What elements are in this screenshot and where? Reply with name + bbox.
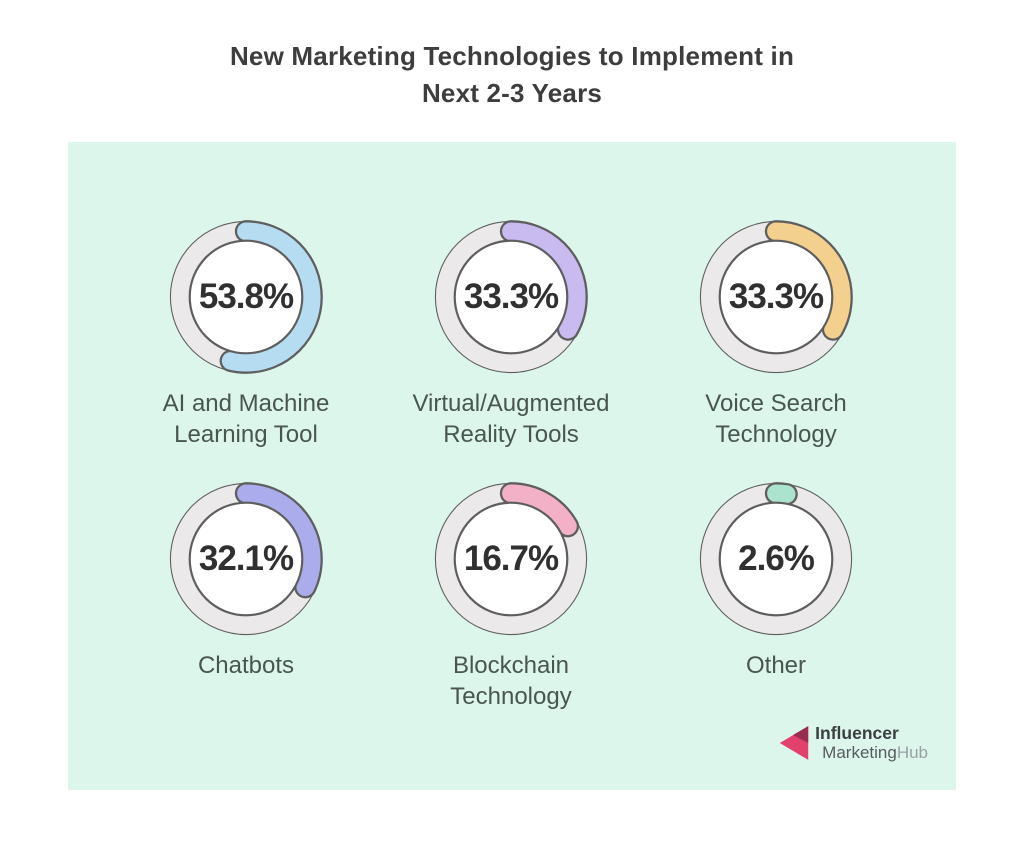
gauge-cell-vr-ar: 33.3% Virtual/Augmented Reality Tools xyxy=(391,218,631,450)
gauge-value: 33.3% xyxy=(728,277,824,316)
gauge-label: Chatbots xyxy=(197,652,295,679)
donut-ring-svg xyxy=(699,482,853,636)
donut-arc xyxy=(171,222,321,372)
donut-ring-svg xyxy=(699,220,853,374)
logo-arrow-fold xyxy=(793,726,809,743)
gauge-cell-blockchain: 16.7% Blockchain Technology xyxy=(391,480,631,712)
donut-arc xyxy=(701,484,851,634)
gauge-value: 33.3% xyxy=(463,277,559,316)
logo-arrow-icon xyxy=(779,726,809,760)
gauge-value: 2.6% xyxy=(738,539,815,578)
logo-marketing-text: Marketing xyxy=(822,743,897,762)
gauge-label: Virtual/Augmented Reality Tools xyxy=(412,390,610,448)
gauge-label: AI and Machine Learning Tool xyxy=(162,390,330,448)
influencer-marketinghub-logo: Influencer MarketingHub xyxy=(778,722,928,764)
donut-inner-circle xyxy=(453,239,569,355)
gauge-cell-ai-machine-learning: 53.8% AI and Machine Learning Tool xyxy=(126,218,366,450)
gauge-label: Blockchain Technology xyxy=(450,652,572,710)
donut-ai-machine-learning: 53.8% xyxy=(167,218,325,376)
gauge-cell-voice-search: 33.3% Voice Search Technology xyxy=(656,218,896,450)
donut-inner-circle xyxy=(718,501,834,617)
donut-blockchain: 16.7% xyxy=(432,480,590,638)
donut-inner-circle xyxy=(188,239,304,355)
chart-title: New Marketing Technologies to Implement … xyxy=(0,0,1024,112)
gauge-grid: 53.8% AI and Machine Learning Tool xyxy=(68,142,956,712)
donut-voice-search: 33.3% xyxy=(697,218,855,376)
donut-inner-circle xyxy=(453,501,569,617)
donut-ring-svg xyxy=(169,220,323,374)
donut-other: 2.6% xyxy=(697,480,855,638)
donut-arc xyxy=(171,484,321,634)
gauge-label: Other xyxy=(745,652,807,679)
donut-chatbots: 32.1% xyxy=(167,480,325,638)
chart-title-line1: New Marketing Technologies to Implement … xyxy=(229,41,795,71)
donut-ring-svg xyxy=(434,220,588,374)
gauge-value: 16.7% xyxy=(463,539,559,578)
logo-line2: MarketingHub xyxy=(815,743,928,762)
donut-ring-svg xyxy=(434,482,588,636)
gauge-cell-chatbots: 32.1% Chatbots xyxy=(126,480,366,681)
gauge-row-2: 32.1% Chatbots 16.7% xyxy=(126,480,956,712)
chart-title-line2: Next 2-3 Years xyxy=(421,78,603,108)
gauge-label: Voice Search Technology xyxy=(705,390,847,448)
donut-inner-circle xyxy=(718,239,834,355)
donut-ring-svg xyxy=(169,482,323,636)
donut-arc xyxy=(436,484,586,634)
gauge-row-1: 53.8% AI and Machine Learning Tool xyxy=(126,218,956,450)
logo-text: Influencer MarketingHub xyxy=(815,723,928,763)
gauge-value: 32.1% xyxy=(198,539,294,578)
chart-panel: 53.8% AI and Machine Learning Tool xyxy=(68,142,956,790)
gauge-cell-other: 2.6% Other xyxy=(656,480,896,681)
donut-inner-circle xyxy=(188,501,304,617)
donut-arc xyxy=(436,222,586,372)
logo-hub-text: Hub xyxy=(896,743,928,762)
logo-line1: Influencer xyxy=(815,723,899,743)
donut-arc xyxy=(701,222,851,372)
gauge-value: 53.8% xyxy=(198,277,294,316)
donut-vr-ar: 33.3% xyxy=(432,218,590,376)
